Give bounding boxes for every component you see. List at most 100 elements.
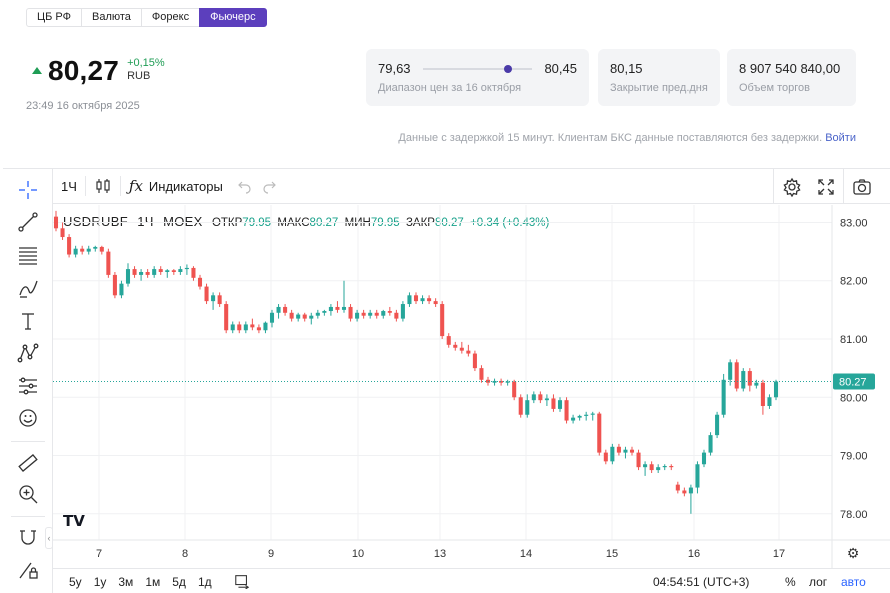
camera-icon[interactable] (843, 169, 879, 204)
trend-line-icon[interactable] (15, 209, 41, 235)
range-button[interactable]: 1д (197, 574, 212, 589)
candle-body (355, 312, 360, 319)
candle-body (695, 464, 700, 488)
legend-open-value: 79.95 (242, 217, 272, 229)
x-tick-label: 10 (352, 548, 364, 560)
tab-futures[interactable]: Фьючерс (199, 8, 267, 27)
candle-body (747, 371, 752, 386)
tab-forex[interactable]: Форекс (140, 8, 201, 27)
undo-icon[interactable] (231, 169, 257, 204)
legend-close-label: ЗАКР (405, 217, 435, 229)
settings-icon[interactable] (773, 169, 809, 204)
log-toggle[interactable]: лог (809, 575, 828, 589)
brush-icon[interactable] (15, 275, 41, 301)
range-button[interactable]: 1м (145, 574, 161, 589)
candle-body (760, 382, 765, 406)
text-icon[interactable] (15, 308, 41, 334)
candle-body (584, 414, 589, 416)
candle-body (394, 312, 399, 319)
interval-selector[interactable]: 1Ч (61, 178, 77, 194)
range-low: 79,63 (378, 61, 411, 76)
x-tick-label: 17 (773, 548, 785, 560)
candle-body (479, 368, 484, 380)
candle-body (335, 306, 340, 310)
candle-body (197, 277, 203, 287)
candle-body (328, 306, 333, 312)
range-button[interactable]: 1y (93, 574, 107, 589)
fib-icon[interactable] (15, 242, 41, 268)
emoji-icon[interactable] (15, 405, 41, 431)
price-block: 80,27 +0,15% RUB (32, 55, 165, 87)
candle-body (656, 467, 661, 471)
market-tabs: ЦБ РФ Валюта Форекс Фьючерс (26, 8, 267, 27)
candle-body (237, 324, 242, 331)
range-button[interactable]: 5y (69, 574, 82, 589)
tab-currency[interactable]: Валюта (81, 8, 142, 27)
zoom-in-icon[interactable] (15, 481, 41, 507)
candle-body (459, 347, 464, 351)
candle-body (132, 269, 137, 275)
range-buttons: 5y 1y 3м 1м 5д 1д (63, 569, 218, 593)
candle-body (204, 286, 209, 302)
candle-body (112, 274, 117, 296)
lock-pen-icon[interactable] (15, 557, 41, 583)
range-button[interactable]: 5д (172, 574, 186, 589)
ruler-icon[interactable] (15, 450, 41, 476)
candle-body (230, 324, 235, 331)
candle-body (250, 324, 255, 328)
candle-body (708, 435, 713, 453)
candle-body (616, 446, 621, 453)
range-high: 80,45 (544, 61, 577, 76)
candle-body (289, 312, 294, 319)
y-tick-label: 80.00 (840, 392, 868, 404)
measure-prediction-icon[interactable] (15, 373, 41, 399)
candle-body (557, 400, 563, 409)
candle-body (643, 464, 648, 468)
chart-legend: USDRUBF 1Ч MOEX ОТКР79.95 МАКС80.27 МИН7… (63, 214, 549, 229)
clock-readout: 04:54:51 (UTC+3) (653, 575, 750, 589)
legend-symbol: USDRUBF (63, 214, 128, 229)
candle-body (400, 304, 405, 319)
volume-card: 8 907 540 840,00 Объем торгов (727, 49, 856, 106)
candle-body (564, 400, 569, 421)
drawing-toolbar: ‹ (3, 169, 53, 593)
redo-icon[interactable] (257, 169, 283, 204)
candle-body (682, 490, 687, 494)
candle-body (603, 452, 608, 462)
range-button[interactable]: 3м (118, 574, 134, 589)
candle-body (453, 344, 458, 348)
candle-body (145, 272, 150, 275)
prev-close-card: 80,15 Закрытие пред.дня (598, 49, 720, 106)
tab-cbr[interactable]: ЦБ РФ (26, 8, 82, 27)
price-chart[interactable]: 78.00 79.00 80.00 81.00 82.00 83.00 7 8 9 10 13 14 1… (3, 169, 890, 568)
fullscreen-icon[interactable] (809, 169, 843, 204)
magnet-icon[interactable] (15, 525, 41, 551)
candle-body (348, 306, 353, 319)
candle-body (381, 311, 386, 316)
legend-low-value: 79.95 (370, 217, 400, 229)
percent-toggle[interactable]: % (785, 575, 796, 589)
x-tick-label: 7 (96, 548, 102, 560)
crosshair-icon[interactable] (15, 177, 41, 203)
login-link[interactable]: Войти (825, 132, 856, 144)
auto-toggle[interactable]: авто (841, 575, 866, 589)
collapse-toolbar-button[interactable]: ‹ (45, 527, 53, 549)
pattern-icon[interactable] (15, 340, 41, 366)
candle-body (73, 248, 78, 255)
indicators-button[interactable]: ƒx Индикаторы (121, 169, 231, 204)
candle-body (387, 311, 392, 313)
y-tick-label: 81.00 (840, 334, 868, 346)
candle-body (106, 251, 111, 275)
candle-body (551, 398, 556, 409)
candle-body (315, 312, 320, 316)
candle-body (165, 270, 170, 272)
currency-label: RUB (127, 70, 151, 82)
candle-body (505, 381, 510, 383)
candle-body (629, 449, 635, 453)
candles-icon[interactable] (86, 169, 120, 204)
indicators-label: Индикаторы (148, 178, 223, 194)
prev-close-label: Закрытие пред.дня (610, 82, 708, 94)
candle-body (53, 216, 59, 229)
candle-body (499, 380, 504, 383)
compare-range-icon[interactable] (234, 573, 250, 591)
